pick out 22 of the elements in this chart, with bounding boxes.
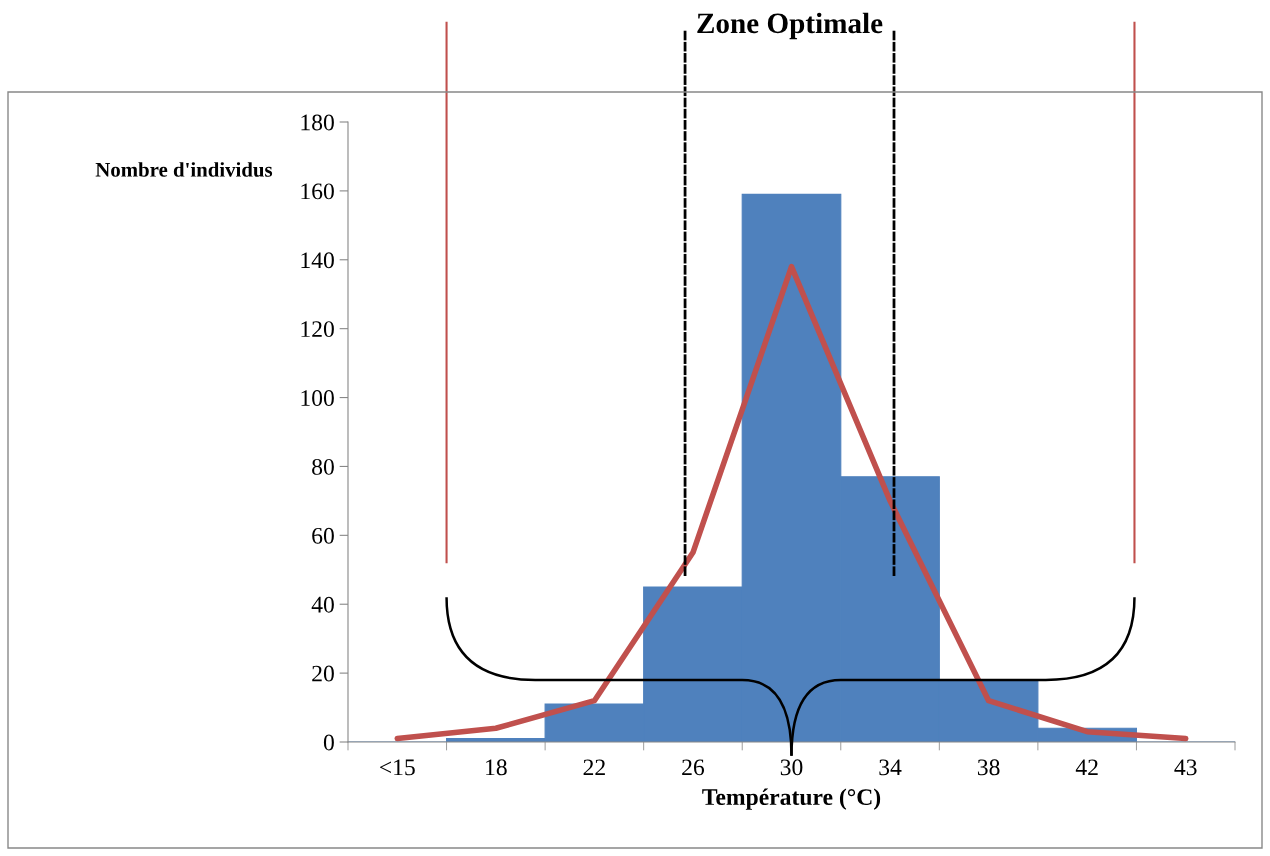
text: Zone Optimale [697,12,883,40]
x-tick-label: 18 [486,759,507,776]
x-tick-label: 43 [1174,759,1197,776]
x-tick-label: 34 [879,759,902,776]
y-tick-label: 20 [312,665,334,682]
y-tick-label: 120 [301,321,334,338]
x-axis-title: Température (°C) [702,788,881,810]
x-tick-label: <15 [379,759,415,776]
y-tick-label: 140 [301,252,334,269]
y-axis-title: Nombre d'individus [95,162,273,177]
x-tick-label: 26 [682,759,705,776]
y-tick-label: 100 [301,390,334,406]
y-tick-label: 40 [311,596,334,613]
y-tick-label: 0 [323,734,334,751]
x-tick-label: 42 [1075,759,1098,776]
y-tick-label: 60 [312,527,334,544]
x-tick-label: 30 [780,759,803,776]
y-tick-label: 80 [312,458,334,475]
y-tick-label: 160 [301,183,334,200]
x-tick-label: 38 [977,759,1000,776]
y-tick-label: 180 [301,114,334,131]
x-tick-label: 22 [583,759,605,776]
